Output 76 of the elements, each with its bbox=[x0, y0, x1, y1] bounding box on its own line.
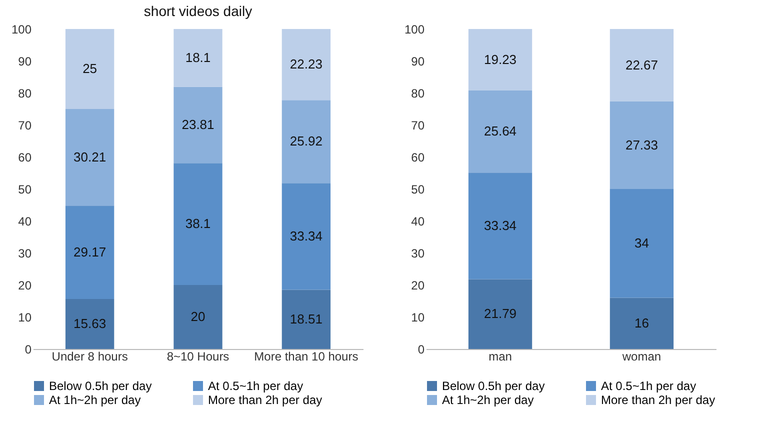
data-label: 25.92 bbox=[290, 134, 322, 149]
bar bbox=[610, 298, 674, 349]
y-tick-label: 100 bbox=[11, 22, 32, 36]
y-tick-label: 80 bbox=[411, 86, 425, 100]
bar bbox=[610, 102, 674, 189]
data-label: 21.79 bbox=[484, 306, 517, 322]
y-tick-label: 20 bbox=[18, 278, 32, 292]
y-tick-label: 0 bbox=[418, 342, 425, 356]
y-tick-label: 0 bbox=[24, 342, 32, 356]
data-label: 22.67 bbox=[625, 57, 658, 72]
y-tick-label: 70 bbox=[411, 118, 425, 132]
bar bbox=[65, 28, 114, 109]
bar bbox=[282, 100, 331, 184]
bar bbox=[610, 189, 674, 298]
y-tick-label: 50 bbox=[411, 182, 425, 196]
chart-title: short videos daily bbox=[144, 3, 252, 19]
bar bbox=[174, 285, 222, 349]
y-tick-label: 40 bbox=[411, 214, 425, 228]
y-tick-label: 20 bbox=[411, 278, 425, 292]
x-tick-label: man bbox=[488, 350, 512, 364]
bar bbox=[468, 29, 532, 91]
y-tick-label: 50 bbox=[18, 182, 32, 196]
legend-label: At 0.5~1h per day bbox=[601, 379, 696, 393]
data-label: 30.21 bbox=[74, 149, 106, 164]
y-tick-label: 30 bbox=[18, 246, 32, 260]
data-label: 38.1 bbox=[185, 216, 211, 232]
y-tick-label: 60 bbox=[411, 150, 425, 164]
x-tick-label: Under 8 hours bbox=[52, 350, 128, 364]
legend-label: At 0.5~1h per day bbox=[208, 379, 304, 393]
data-label: 29.17 bbox=[74, 244, 106, 260]
data-label: 25.64 bbox=[484, 124, 517, 139]
bar bbox=[65, 108, 114, 206]
data-label: 27.33 bbox=[625, 137, 658, 152]
y-tick-label: 30 bbox=[411, 246, 425, 260]
x-tick-label: 8~10 Hours bbox=[166, 350, 230, 364]
y-tick-label: 60 bbox=[18, 150, 32, 164]
data-label: 20 bbox=[190, 309, 206, 324]
x-tick-label: More than 10 hours bbox=[254, 350, 358, 364]
data-label: 23.81 bbox=[182, 116, 214, 132]
y-tick-label: 70 bbox=[18, 118, 32, 132]
data-label: 15.63 bbox=[74, 316, 106, 331]
legend-label: Below 0.5h per day bbox=[442, 379, 545, 393]
y-tick-label: 100 bbox=[404, 22, 425, 36]
data-label: 18.1 bbox=[185, 50, 211, 65]
y-tick-label: 80 bbox=[18, 86, 32, 100]
bar bbox=[282, 29, 331, 100]
data-label: 16 bbox=[634, 315, 649, 330]
x-tick-label: woman bbox=[621, 350, 662, 364]
bar bbox=[468, 172, 532, 280]
legend-label: More than 2h per day bbox=[601, 393, 716, 407]
y-tick-label: 40 bbox=[18, 214, 32, 228]
legend-label: More than 2h per day bbox=[208, 393, 322, 407]
data-label: 22.23 bbox=[290, 56, 322, 72]
data-label: 19.23 bbox=[484, 52, 517, 67]
bar bbox=[610, 29, 674, 102]
y-tick-label: 10 bbox=[411, 310, 425, 324]
legend-label: Below 0.5h per day bbox=[49, 379, 152, 393]
bar bbox=[174, 163, 222, 285]
bar bbox=[282, 183, 331, 290]
bar bbox=[174, 86, 222, 164]
data-label: 34 bbox=[634, 235, 649, 250]
bar bbox=[468, 90, 532, 173]
data-label: 18.51 bbox=[290, 311, 322, 326]
y-tick-label: 90 bbox=[411, 54, 425, 68]
bar bbox=[468, 279, 532, 349]
bar bbox=[65, 206, 114, 299]
data-label: 33.34 bbox=[484, 218, 517, 233]
bar bbox=[282, 290, 331, 349]
data-label: 25 bbox=[82, 60, 98, 76]
data-label: 33.34 bbox=[290, 228, 322, 244]
bar bbox=[174, 28, 222, 87]
y-tick-label: 10 bbox=[18, 310, 32, 324]
legend-label: At 1h~2h per day bbox=[49, 393, 141, 407]
bar bbox=[65, 298, 114, 349]
legend-label: At 1h~2h per day bbox=[442, 393, 534, 407]
y-tick-label: 90 bbox=[18, 54, 32, 68]
